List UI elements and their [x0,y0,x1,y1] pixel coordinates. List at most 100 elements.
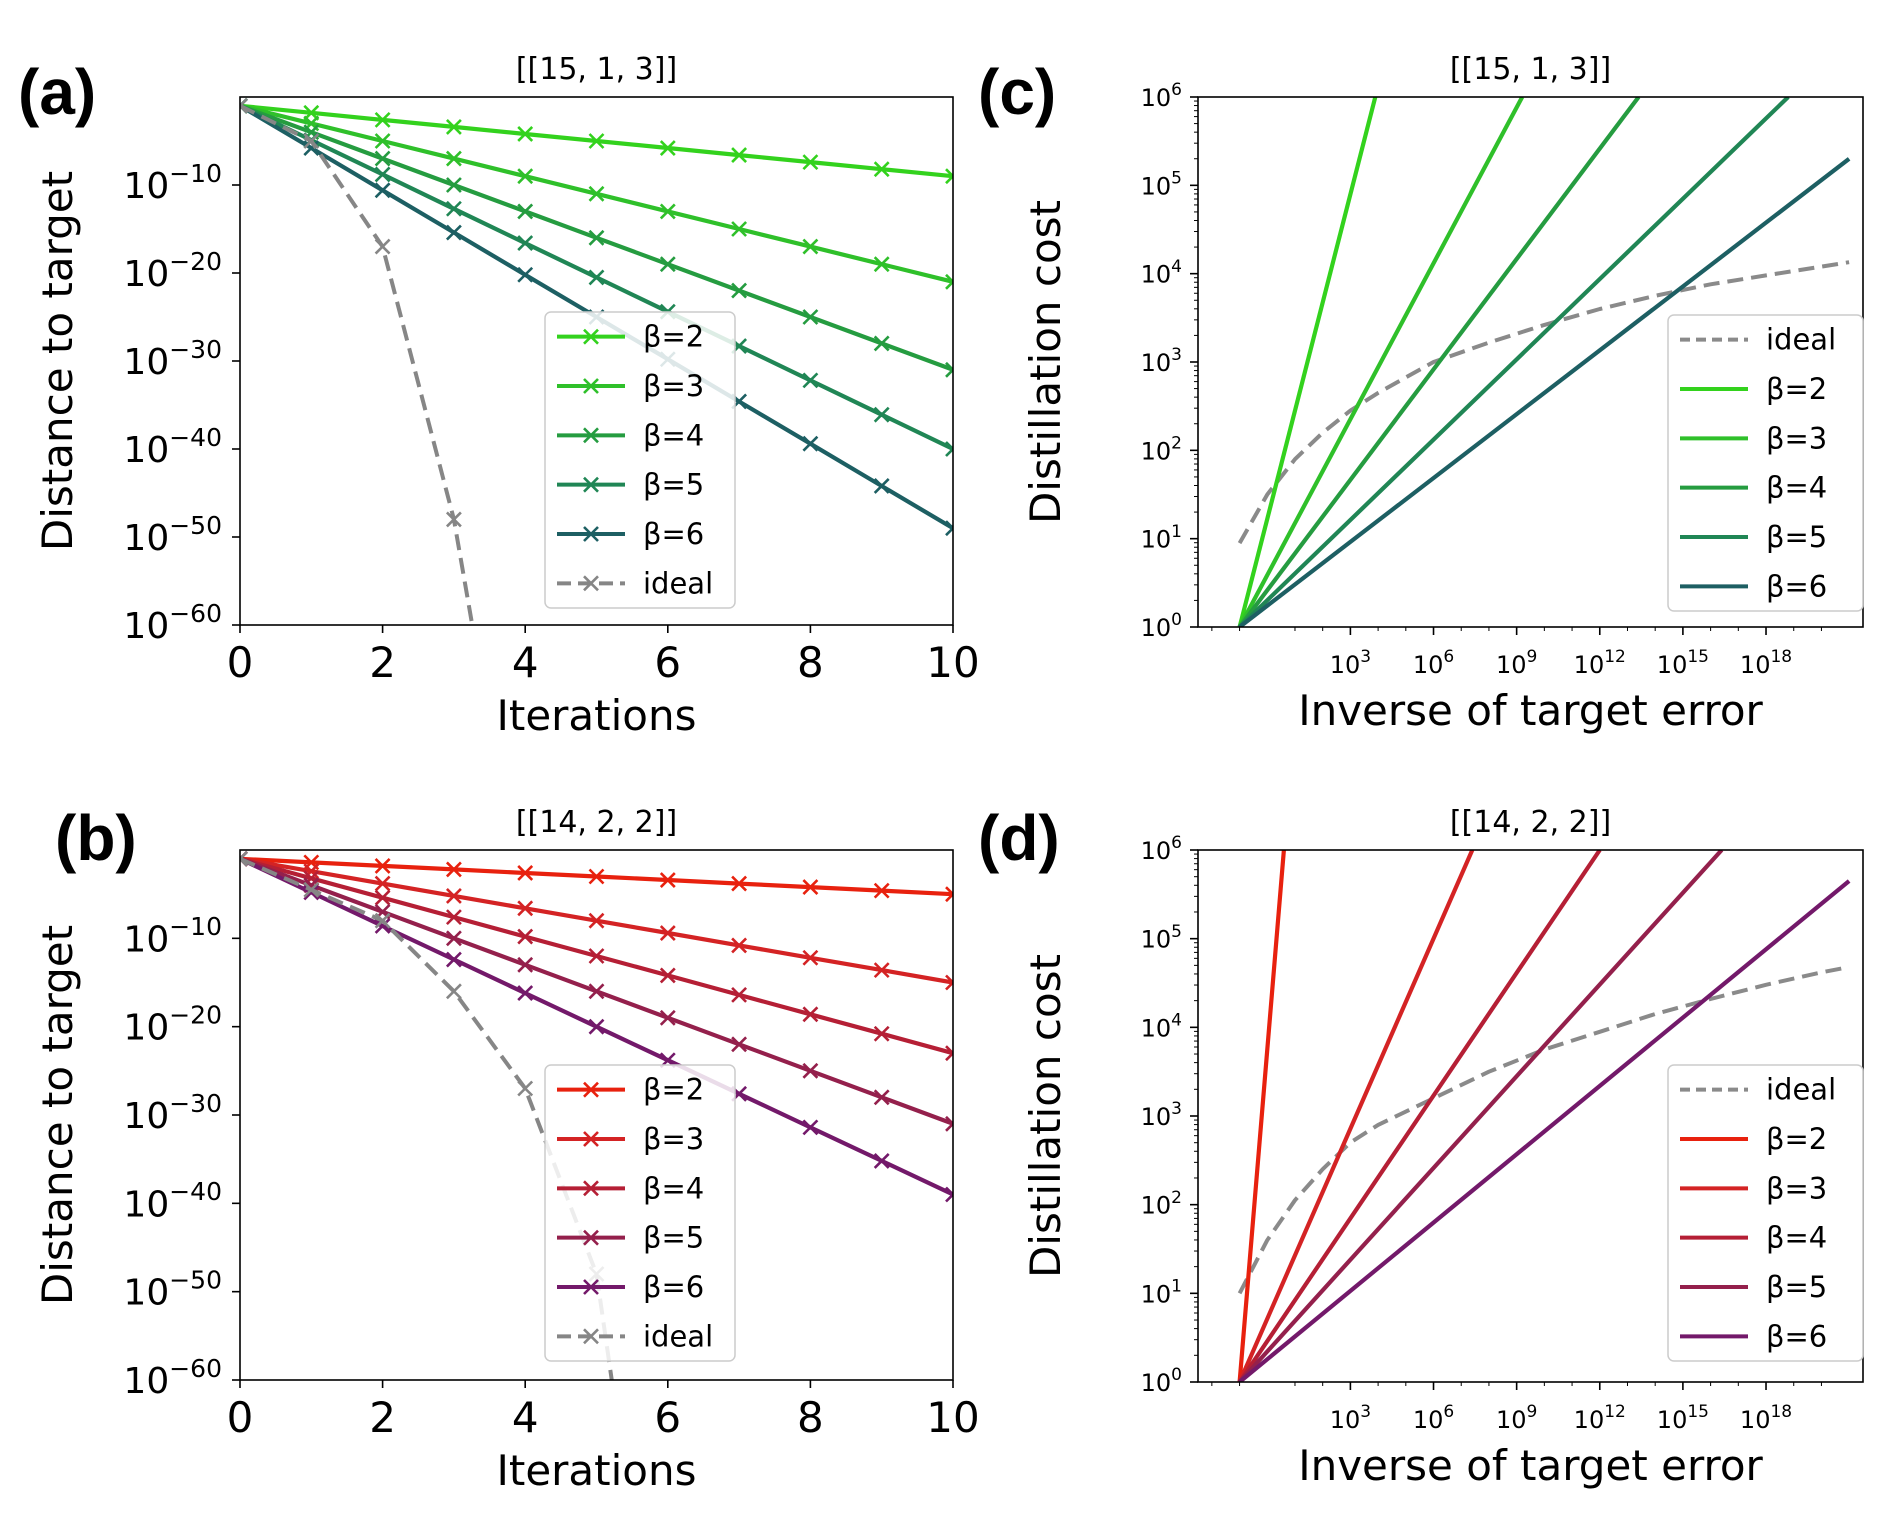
marker-b-ideal-2 [374,912,391,929]
x-tick-label-c-3-power: 12 [1604,647,1626,667]
y-tick-label-d-3: 103 [1141,1099,1182,1131]
panel-a: (a) [[15, 1, 3]]0 2 4 6 8 1010−1010−2010−3010−… [18,52,980,740]
marker-b-beta-6-10 [945,1186,953,1203]
marker-a-beta-4-4 [517,203,534,220]
x-tick-label-d-5: 1018 [1740,1402,1792,1434]
legend-label-a-beta-3: β=3 [643,369,704,403]
legend-c: ideal β=2 β=3 β=4 β=5 β=6 [1667,314,1864,612]
marker-b-beta-3-7 [731,937,748,954]
y-tick-label-b-3-power: −40 [169,1177,222,1206]
y-tick-label-b-2-base: 10 [123,1096,169,1137]
legend-marker-a-beta-6 [583,526,599,542]
panel-d: (d) [[14, 2, 2]]103 106 109 1012 1015 10181001… [978,802,1864,1490]
x-tick-label-d-0-power: 3 [1360,1402,1371,1422]
x-tick-label-c-3-base: 10 [1574,651,1605,679]
legend-label-c-beta-6: β=6 [1766,569,1827,603]
y-tick-label-c-6-base: 10 [1141,84,1172,112]
chart-title-a: [[15, 1, 3]] [516,52,677,87]
marker-b-beta-3-10 [945,974,953,991]
x-tick-label-d-5-power: 18 [1770,1402,1792,1422]
y-tick-label-c-5-power: 5 [1171,169,1182,189]
marker-a-beta-2-2 [374,111,391,128]
y-tick-label-d-4-power: 4 [1171,1011,1182,1031]
series-line-c-beta-5 [1238,97,1790,627]
series-line-d-beta-5 [1238,850,1724,1382]
x-tick-label-c-0-power: 3 [1360,647,1371,667]
y-tick-label-d-6-power: 6 [1171,833,1182,853]
marker-a-beta-6-4 [517,266,534,283]
marker-b-beta-3-8 [802,949,819,966]
legend-d: ideal β=2 β=3 β=4 β=5 β=6 [1667,1064,1864,1362]
legend-box-a [544,311,736,609]
marker-a-beta-4-3 [445,177,462,193]
y-tick-label-c-6: 106 [1141,80,1182,112]
legend-label-a-beta-6: β=6 [643,517,704,551]
y-tick-label-c-1-base: 10 [1141,526,1172,554]
x-tick-label-d-2: 109 [1496,1402,1537,1434]
legend-box-c [1667,314,1864,612]
legend-label-b-beta-2: β=2 [643,1073,704,1107]
legend-label-d-beta-2: β=2 [1766,1122,1827,1156]
marker-a-beta-4-8 [802,309,819,325]
y-tick-label-a-3: 10−40 [123,423,222,471]
x-tick-label-c-5: 1018 [1740,647,1792,679]
x-tick-label-c-1-power: 6 [1443,647,1454,667]
y-tick-label-a-1-power: −20 [169,247,222,276]
y-tick-label-d-1: 101 [1141,1277,1182,1309]
x-axis-label-b: Iterations [496,1446,696,1495]
marker-a-beta-2-9 [873,161,890,178]
legend-marker-b-beta-5 [583,1229,599,1246]
marker-b-beta-4-4 [517,928,534,945]
legend-label-a-beta-4: β=4 [643,418,704,452]
series-line-d-beta-4 [1237,850,1602,1382]
y-tick-label-c-5-base: 10 [1141,172,1172,200]
marker-a-beta-6-3 [445,224,462,241]
y-tick-label-b-0-power: −10 [169,912,222,941]
marker-b-beta-2-3 [445,861,462,878]
x-tick-label-c-1: 106 [1413,647,1454,679]
marker-a-beta-5-9 [873,406,890,423]
y-tick-label-d-2-base: 10 [1141,1192,1172,1220]
panel-b: (b) [[14, 2, 2]]0 2 4 6 8 1010−1010−2010−3010−… [33,802,980,1495]
marker-b-beta-2-2 [374,857,391,874]
marker-b-beta-3-9 [873,962,890,979]
marker-b-beta-5-7 [731,1036,748,1053]
legend-marker-a-beta-5 [583,476,599,493]
y-tick-label-b-5-base: 10 [123,1361,169,1402]
y-tick-label-b-1-power: −20 [169,1000,222,1029]
x-tick-label-d-5-base: 10 [1740,1406,1771,1434]
marker-a-beta-3-6 [659,203,676,220]
legend-box-d [1667,1064,1864,1362]
y-tick-label-c-1-power: 1 [1171,522,1182,542]
y-tick-label-a-0-base: 10 [123,166,169,207]
y-tick-label-a-0-power: −10 [169,159,222,188]
legend-marker-a-ideal [583,575,599,592]
marker-a-ideal-1 [303,133,320,149]
legend-label-b-beta-6: β=6 [643,1270,704,1304]
y-tick-label-c-2-base: 10 [1141,437,1172,465]
series-line-d-beta-3 [1237,850,1475,1382]
x-tick-label-c-2: 109 [1496,647,1537,679]
marker-b-beta-5-4 [517,956,534,973]
y-tick-label-d-0-base: 10 [1141,1369,1172,1397]
x-tick-label-c-2-base: 10 [1496,651,1527,679]
legend-b: β=2 β=3 β=4 β=5 β=6 ideal [544,1064,736,1362]
legend-marker-a-beta-4 [583,427,599,444]
y-tick-label-a-1: 10−20 [123,247,222,295]
y-tick-label-c-4-base: 10 [1141,261,1172,289]
y-tick-label-d-5: 105 [1141,922,1182,954]
marker-a-beta-3-5 [588,185,605,202]
legend-label-b-ideal: ideal [643,1319,713,1353]
x-tick-label-c-4-base: 10 [1657,651,1688,679]
series-group-d [1237,850,1851,1382]
marker-b-beta-2-10 [945,886,953,903]
series-line-d-beta-6 [1238,879,1851,1382]
series-line-d-ideal [1237,965,1850,1295]
marker-b-beta-2-7 [731,875,748,892]
marker-a-beta-2-10 [945,168,953,185]
series-line-c-beta-3 [1237,97,1525,627]
marker-a-beta-5-5 [588,269,605,286]
marker-a-beta-4-7 [731,282,748,299]
legend-label-b-beta-5: β=5 [643,1221,704,1255]
